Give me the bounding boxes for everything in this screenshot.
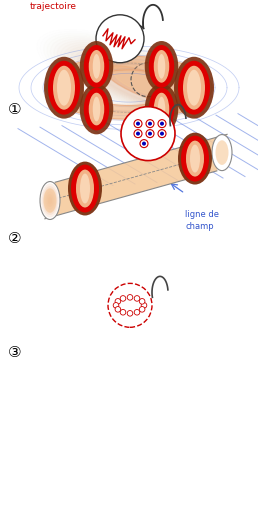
Ellipse shape (145, 41, 178, 92)
Circle shape (115, 298, 121, 304)
Ellipse shape (48, 60, 80, 115)
Ellipse shape (89, 50, 104, 83)
Circle shape (127, 295, 133, 300)
Ellipse shape (57, 70, 71, 105)
Text: ③: ③ (8, 345, 22, 360)
Circle shape (146, 119, 154, 128)
Circle shape (160, 121, 164, 126)
Ellipse shape (47, 194, 53, 207)
Circle shape (158, 119, 166, 128)
Ellipse shape (48, 197, 52, 204)
Circle shape (140, 140, 148, 147)
Text: ligne de
champ: ligne de champ (185, 210, 219, 231)
Ellipse shape (40, 181, 60, 220)
Ellipse shape (44, 57, 84, 118)
Circle shape (120, 296, 126, 301)
Ellipse shape (84, 88, 109, 130)
Circle shape (160, 132, 164, 135)
Ellipse shape (80, 174, 90, 204)
Circle shape (120, 310, 126, 315)
Ellipse shape (114, 70, 176, 98)
Ellipse shape (183, 66, 205, 110)
Polygon shape (46, 56, 212, 119)
Ellipse shape (89, 93, 104, 126)
Polygon shape (45, 134, 227, 219)
Circle shape (146, 130, 154, 138)
Circle shape (139, 298, 145, 304)
Ellipse shape (149, 45, 174, 88)
Ellipse shape (181, 135, 209, 181)
Ellipse shape (68, 162, 102, 216)
Ellipse shape (178, 60, 210, 115)
Ellipse shape (154, 50, 169, 83)
Ellipse shape (215, 140, 229, 165)
Ellipse shape (80, 41, 113, 92)
Circle shape (127, 311, 133, 316)
Ellipse shape (186, 141, 204, 176)
Circle shape (134, 130, 142, 138)
Ellipse shape (45, 191, 55, 209)
Ellipse shape (145, 84, 178, 134)
Ellipse shape (178, 133, 212, 185)
Circle shape (139, 307, 145, 312)
Circle shape (136, 121, 140, 126)
Ellipse shape (174, 57, 214, 118)
Circle shape (148, 121, 152, 126)
Circle shape (134, 296, 140, 301)
Ellipse shape (212, 134, 232, 171)
Ellipse shape (80, 84, 113, 134)
Circle shape (142, 142, 146, 146)
Ellipse shape (76, 170, 94, 207)
Circle shape (134, 310, 140, 315)
Text: ②: ② (8, 232, 22, 247)
Text: trajectoire: trajectoire (30, 2, 77, 11)
Circle shape (141, 302, 147, 308)
Ellipse shape (53, 66, 75, 110)
Ellipse shape (71, 164, 99, 212)
Circle shape (121, 107, 175, 161)
Ellipse shape (158, 54, 165, 79)
Circle shape (134, 119, 142, 128)
Ellipse shape (42, 186, 58, 215)
Ellipse shape (84, 45, 109, 88)
Ellipse shape (154, 93, 169, 126)
Circle shape (148, 132, 152, 135)
Circle shape (96, 15, 144, 63)
Ellipse shape (93, 54, 100, 79)
Ellipse shape (187, 70, 201, 105)
Ellipse shape (44, 188, 57, 213)
Ellipse shape (41, 184, 59, 218)
Circle shape (115, 307, 121, 312)
Ellipse shape (44, 189, 56, 212)
Ellipse shape (190, 145, 200, 173)
Circle shape (136, 132, 140, 135)
Text: ①: ① (8, 102, 22, 117)
Ellipse shape (105, 66, 195, 105)
Ellipse shape (149, 88, 174, 130)
Circle shape (113, 302, 119, 308)
Circle shape (158, 130, 166, 138)
Ellipse shape (158, 97, 165, 121)
Ellipse shape (93, 97, 100, 121)
Circle shape (108, 283, 152, 327)
